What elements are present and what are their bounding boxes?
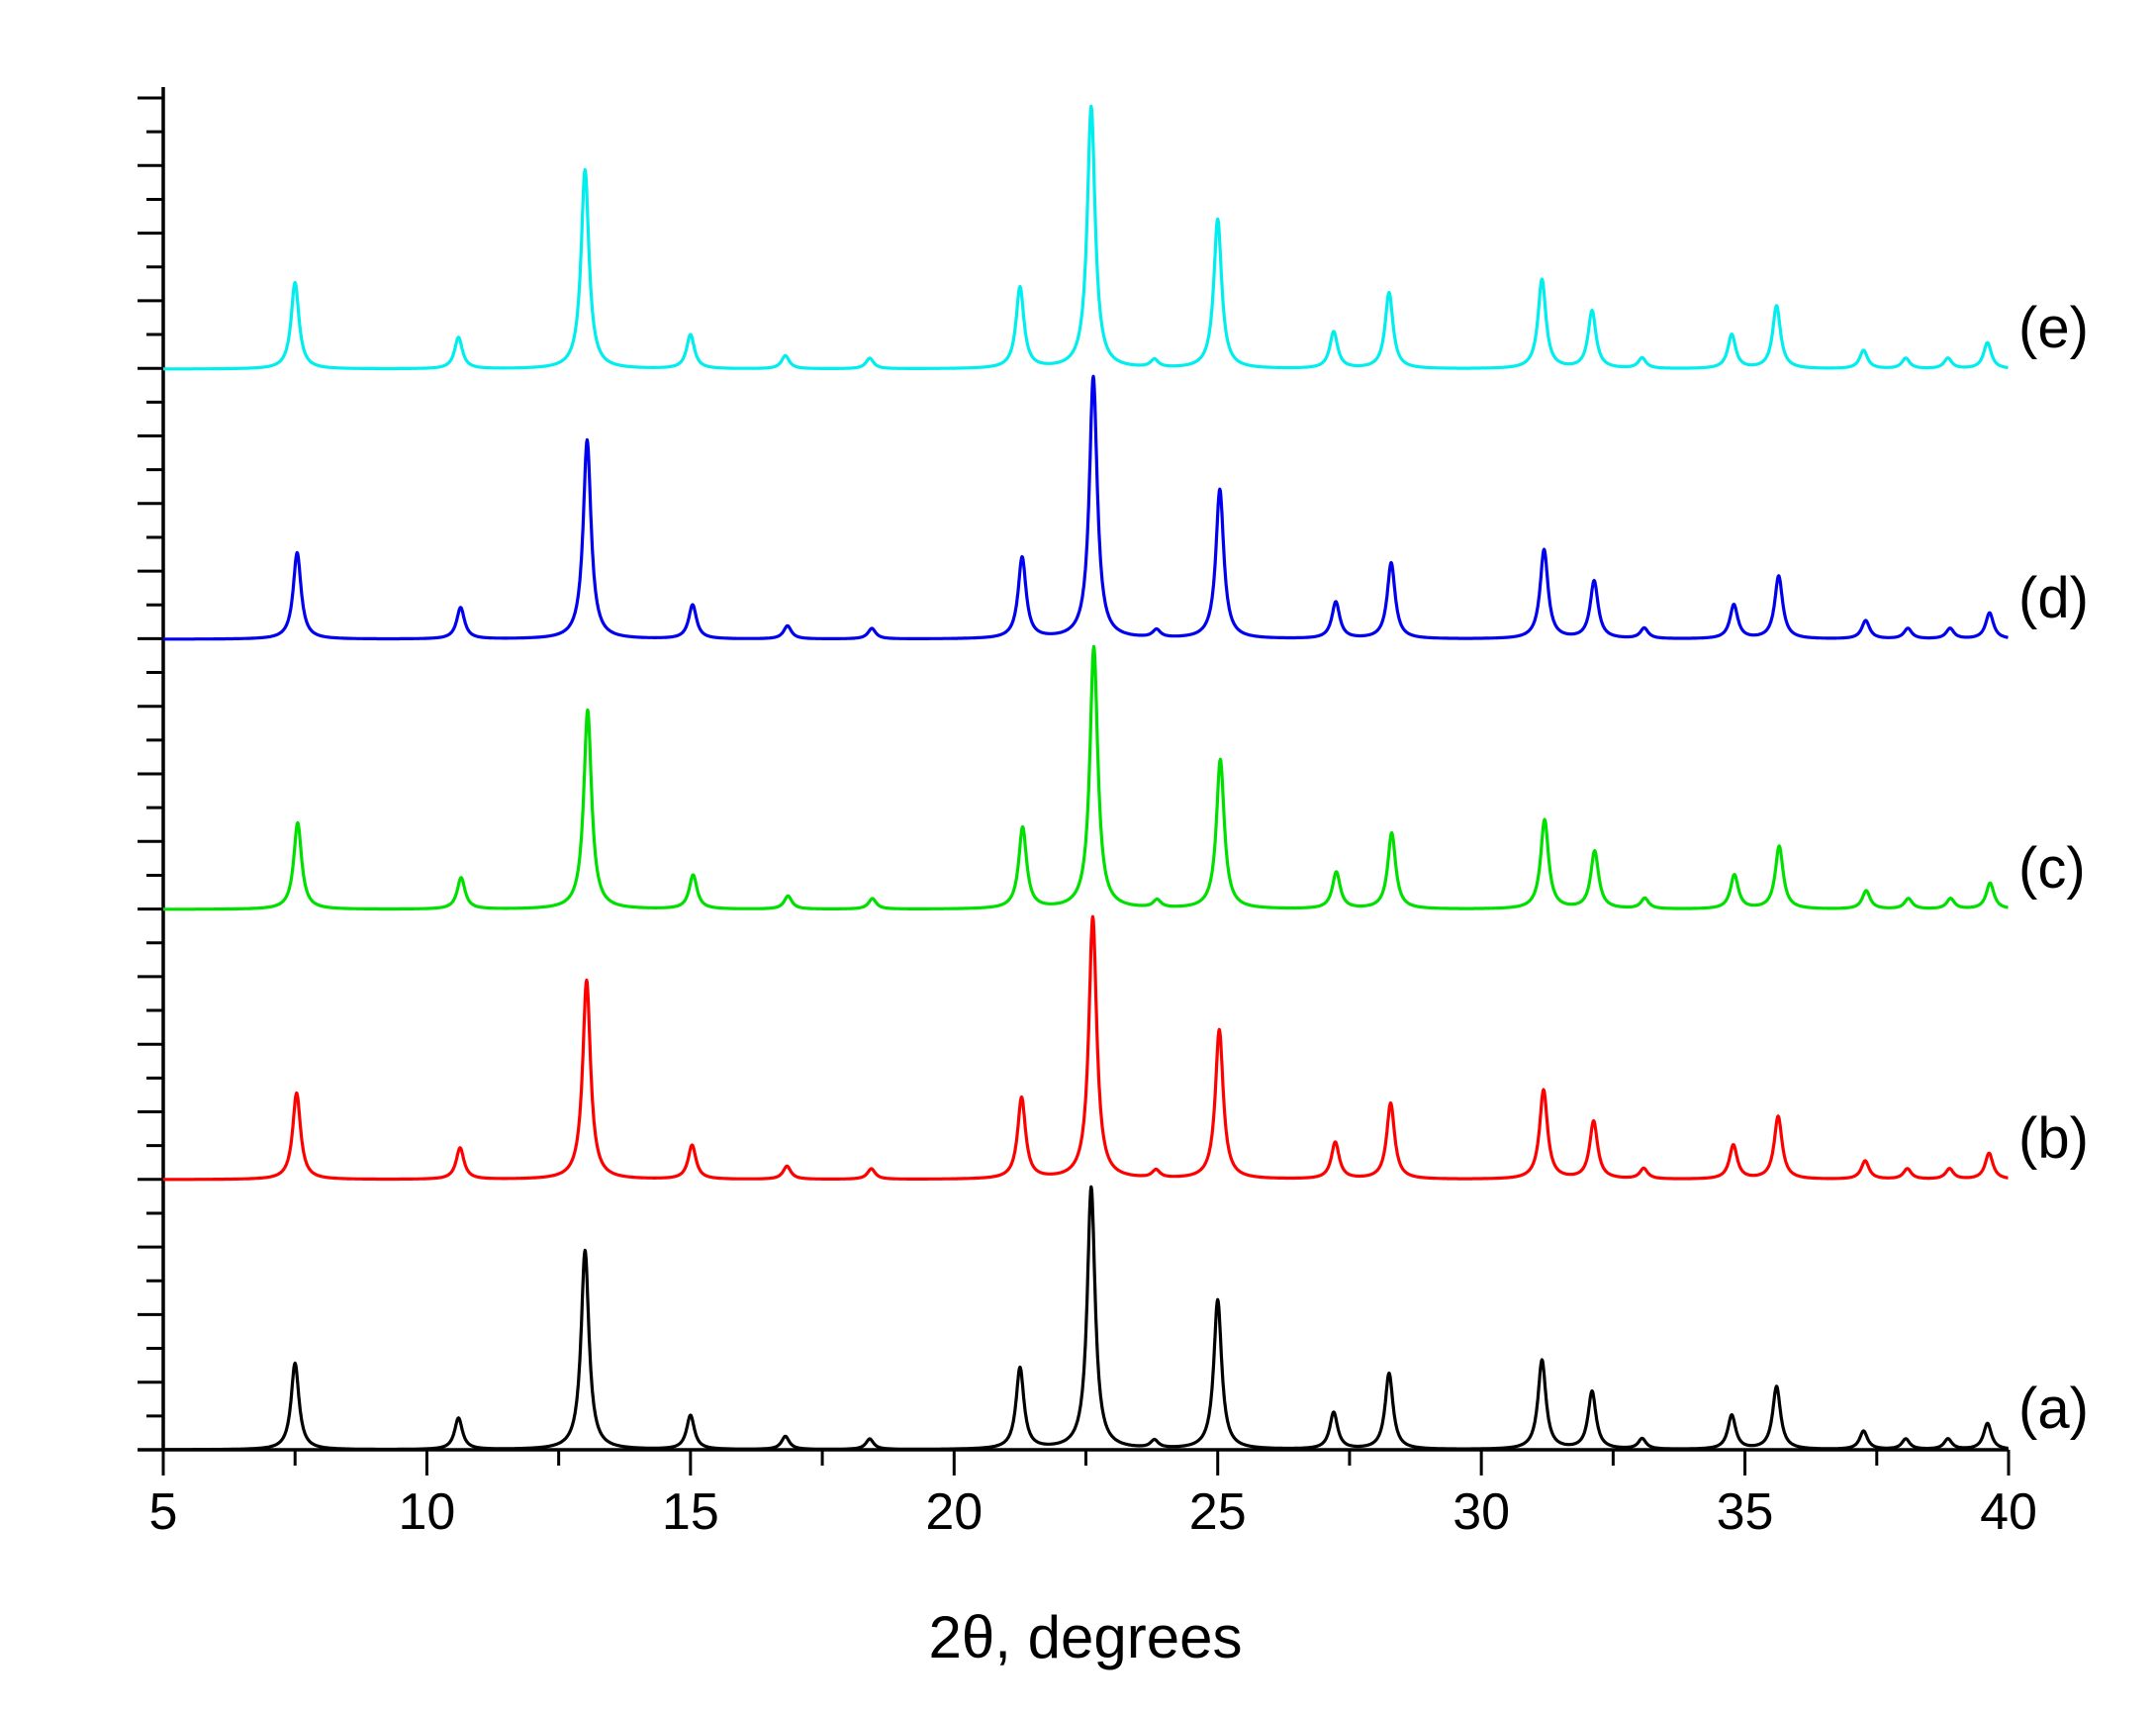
- x-tick-label: 35: [1717, 1483, 1774, 1541]
- series-label: (d): [2018, 566, 2089, 630]
- series-label: (e): [2018, 296, 2089, 360]
- x-tick-label: 5: [149, 1483, 178, 1541]
- series-trace: [161, 914, 2010, 1182]
- series-label: (c): [2018, 836, 2086, 901]
- series-label: (a): [2018, 1377, 2089, 1441]
- x-tick-label: 40: [1980, 1483, 2037, 1541]
- series-trace: [161, 104, 2010, 371]
- x-tick-label: 30: [1453, 1483, 1510, 1541]
- y-axis: [138, 87, 165, 1452]
- x-tick-label: 25: [1189, 1483, 1247, 1541]
- series-trace: [161, 644, 2010, 911]
- series-trace: [161, 374, 2010, 641]
- series-labels: (a) (b) (c) (d) (e): [2018, 296, 2089, 1441]
- series-trace: [161, 1185, 2010, 1452]
- x-axis-label: 2θ, degrees: [929, 1604, 1243, 1670]
- x-axis: 5 10 15 20 25 30 35 40: [138, 1448, 2037, 1541]
- x-tick-label: 10: [399, 1483, 456, 1541]
- series-label: (b): [2018, 1106, 2089, 1171]
- x-tick-label: 20: [925, 1483, 983, 1541]
- series-traces: [161, 104, 2010, 1452]
- x-tick-label: 15: [662, 1483, 719, 1541]
